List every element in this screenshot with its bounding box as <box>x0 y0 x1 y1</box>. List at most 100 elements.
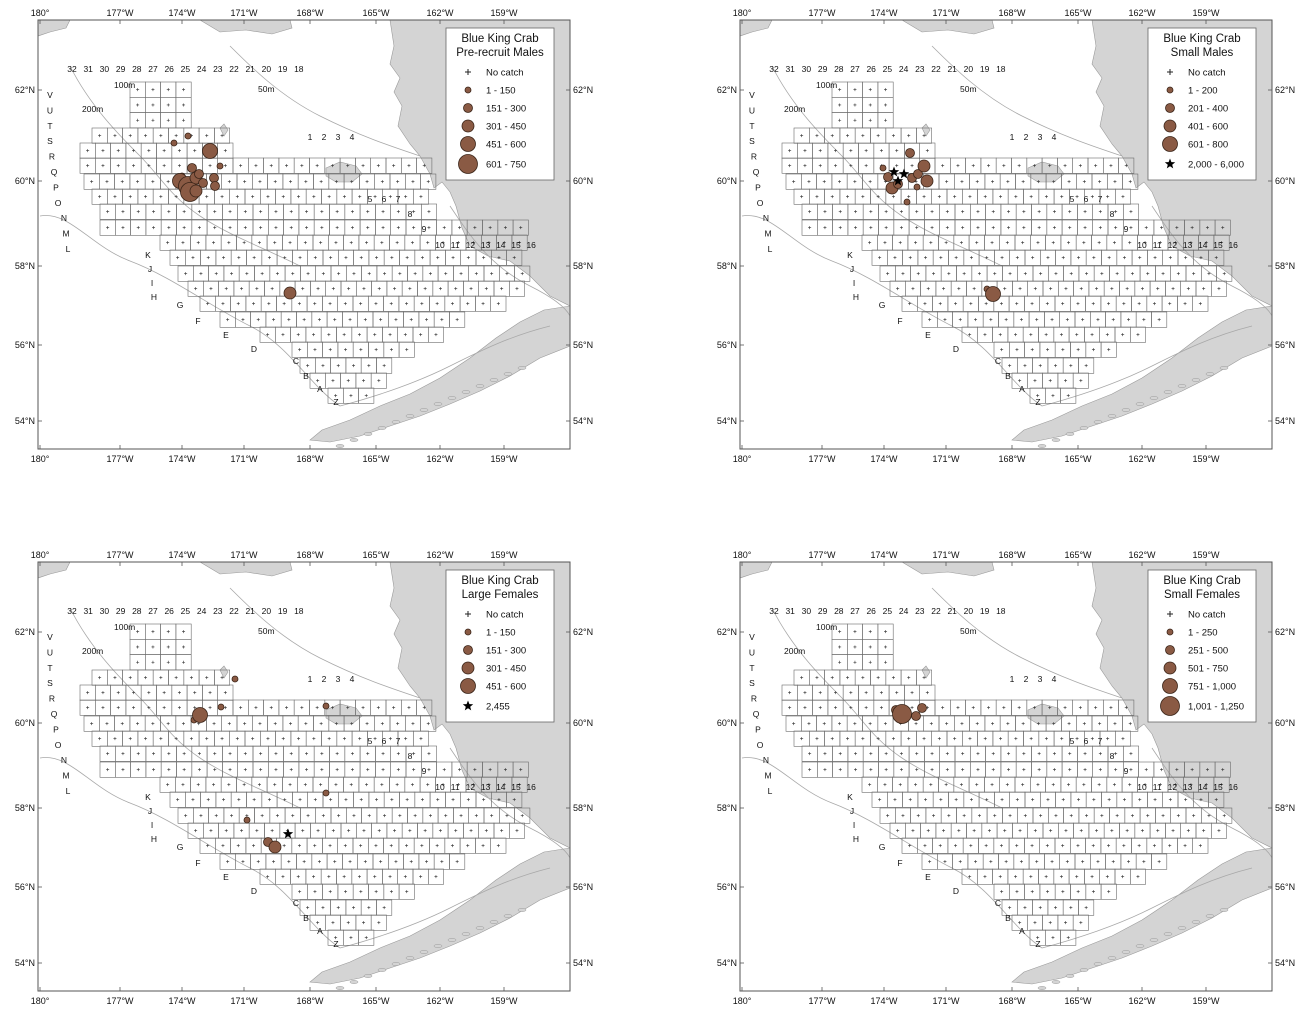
station-column-label: 10 <box>1137 782 1147 792</box>
no-catch-marker <box>1036 783 1040 787</box>
no-catch-marker <box>815 676 819 680</box>
no-catch-marker <box>497 798 501 802</box>
depth-contour <box>741 757 1043 949</box>
no-catch-marker <box>151 118 155 122</box>
no-catch-marker <box>482 256 486 260</box>
station-row-label: O <box>757 198 764 208</box>
catch-bubble <box>920 174 934 188</box>
no-catch-marker <box>1083 226 1087 230</box>
station-row-label: G <box>177 300 184 310</box>
no-catch-marker <box>879 706 883 710</box>
no-catch-marker <box>242 783 246 787</box>
nunivak-island <box>325 703 363 725</box>
station-column-label: 9 <box>1124 766 1129 776</box>
station-row-label: G <box>879 300 886 310</box>
no-catch-marker <box>350 226 354 230</box>
no-catch-marker <box>1050 860 1054 864</box>
station-row-label: U <box>749 105 755 115</box>
no-catch-marker <box>884 118 888 122</box>
no-catch-marker <box>1079 829 1083 833</box>
station-column-label: 30 <box>100 64 110 74</box>
no-catch-marker <box>242 241 246 245</box>
no-catch-marker <box>1065 860 1069 864</box>
no-catch-marker <box>1084 906 1088 910</box>
no-catch-marker <box>327 333 331 337</box>
no-catch-marker <box>989 318 993 322</box>
no-catch-marker <box>938 302 942 306</box>
no-catch-marker <box>942 287 946 291</box>
no-catch-marker <box>1037 226 1041 230</box>
station-cell <box>1129 868 1146 885</box>
no-catch-marker <box>375 256 379 260</box>
no-catch-marker <box>947 272 951 276</box>
station-row-label: K <box>145 792 151 802</box>
no-catch-marker <box>1128 722 1132 726</box>
no-catch-marker <box>1171 287 1175 291</box>
no-catch-marker <box>316 829 320 833</box>
no-catch-marker <box>1138 798 1142 802</box>
legend-star-symbol <box>1164 158 1176 169</box>
no-catch-marker <box>884 210 888 214</box>
st-lawrence-island <box>901 562 995 577</box>
no-catch-marker <box>923 302 927 306</box>
no-catch-marker <box>1221 768 1225 772</box>
no-catch-marker <box>243 768 247 772</box>
no-catch-marker <box>838 88 842 92</box>
no-catch-marker <box>1079 287 1083 291</box>
aleutian-island <box>1135 944 1145 948</box>
no-catch-marker <box>410 241 414 245</box>
no-catch-marker <box>1015 844 1019 848</box>
no-catch-marker <box>113 676 117 680</box>
bottom-longitude-label: 162°W <box>426 996 454 1006</box>
catch-bubble <box>209 173 219 183</box>
no-catch-marker <box>807 722 811 726</box>
bottom-longitude-label: 171°W <box>230 996 258 1006</box>
no-catch-marker <box>901 272 905 276</box>
alaska-peninsula <box>309 305 570 443</box>
station-column-label: 9 <box>1124 224 1129 234</box>
no-catch-marker <box>1051 936 1055 940</box>
no-catch-marker <box>363 860 367 864</box>
left-latitude-label: 62°N <box>15 85 35 95</box>
map-svg: 32 31 30 29 28 27 26 25 24 23 22 21 20 19 181 2 3 45 6 7891… <box>15 8 593 464</box>
no-catch-marker <box>1036 722 1040 726</box>
top-longitude-label: 174°W <box>168 550 196 560</box>
no-catch-marker <box>266 737 270 741</box>
aleutian-island <box>489 378 499 382</box>
no-catch-marker <box>1054 272 1058 276</box>
no-catch-marker <box>213 768 217 772</box>
legend-subtitle: Pre-recruit Males <box>456 47 544 59</box>
station-row-label: K <box>847 792 853 802</box>
no-catch-marker <box>901 814 905 818</box>
no-catch-marker <box>352 906 356 910</box>
no-catch-marker <box>405 348 409 352</box>
top-longitude-label: 165°W <box>1064 8 1092 18</box>
aleutian-island <box>1065 974 1075 978</box>
no-catch-marker <box>518 783 522 787</box>
no-catch-marker <box>412 210 416 214</box>
left-latitude-label: 62°N <box>717 627 737 637</box>
no-catch-marker <box>815 737 819 741</box>
no-catch-marker <box>1052 210 1056 214</box>
no-catch-marker <box>1098 752 1102 756</box>
no-catch-marker <box>1054 364 1058 368</box>
no-catch-marker <box>458 226 462 230</box>
no-catch-marker <box>275 814 279 818</box>
legend-item-label: 251 - 500 <box>1188 646 1228 657</box>
station-cell <box>398 341 415 358</box>
no-catch-marker <box>319 180 323 184</box>
station-row-label: I <box>151 820 153 830</box>
no-catch-marker <box>1000 798 1004 802</box>
no-catch-marker <box>1065 318 1069 322</box>
no-catch-marker <box>1190 768 1194 772</box>
station-column-label: 7 <box>396 736 401 746</box>
no-catch-marker <box>396 226 400 230</box>
no-catch-marker <box>298 256 302 260</box>
left-latitude-label: 58°N <box>717 261 737 271</box>
station-column-label: 1 <box>1010 132 1015 142</box>
no-catch-marker <box>1014 333 1018 337</box>
no-catch-marker <box>1157 860 1161 864</box>
no-catch-marker <box>1096 860 1100 864</box>
no-catch-marker <box>1129 752 1133 756</box>
station-row-label: C <box>995 356 1001 366</box>
